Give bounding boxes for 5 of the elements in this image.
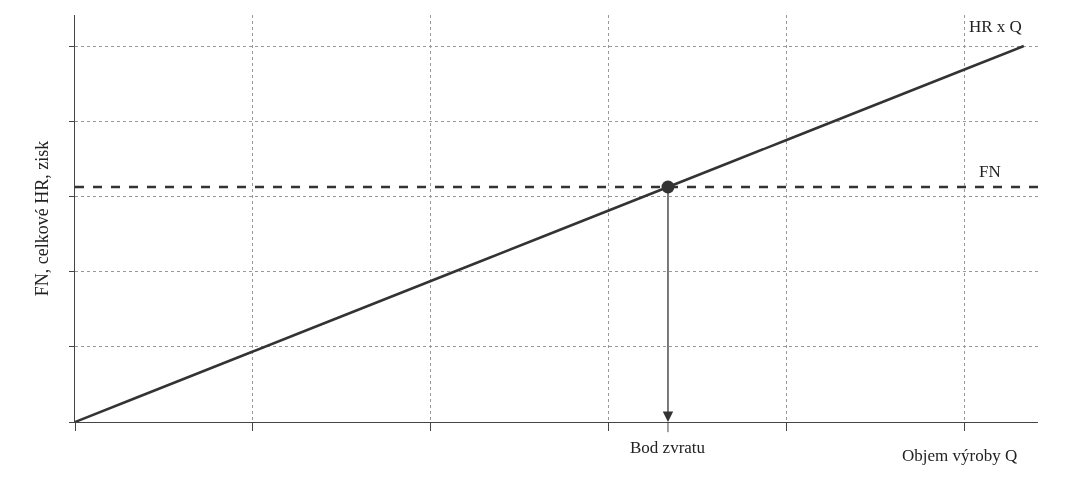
text: Bod zvratu [630, 438, 706, 457]
ref-line-label: FN [979, 162, 1001, 181]
y-axis-title: FN, celkové HR, zisk [32, 140, 53, 297]
series-label: HR x Q [969, 17, 1022, 36]
x-axis-title: Objem výroby Q [902, 446, 1018, 465]
